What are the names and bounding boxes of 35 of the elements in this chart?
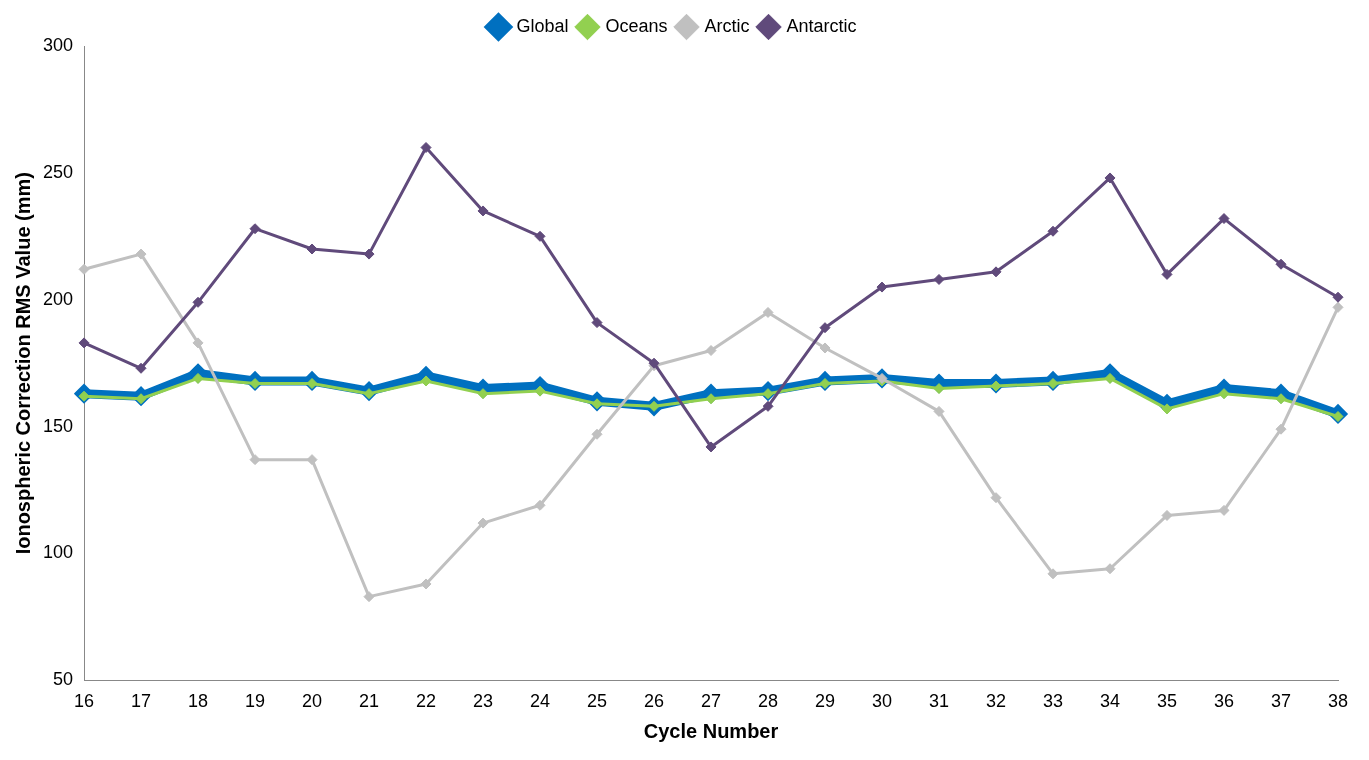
x-tick-label: 36 <box>1213 691 1235 712</box>
x-tick-label: 38 <box>1327 691 1349 712</box>
x-tick-label: 33 <box>1042 691 1064 712</box>
y-tick-label: 50 <box>53 669 74 690</box>
x-tick-label: 22 <box>416 691 437 712</box>
x-tick-label: 17 <box>131 691 152 712</box>
x-tick-label: 30 <box>872 691 893 712</box>
x-axis-title: Cycle Number <box>643 719 779 742</box>
legend-label: Oceans <box>605 15 668 36</box>
x-tick-label: 26 <box>644 691 665 712</box>
x-tick-label: 23 <box>473 691 494 712</box>
x-tick-label: 28 <box>758 691 779 712</box>
x-tick-label: 37 <box>1270 691 1292 712</box>
x-tick-label: 29 <box>815 691 836 712</box>
x-tick-label: 16 <box>74 691 95 712</box>
x-tick-label: 34 <box>1099 691 1121 712</box>
x-tick-label: 27 <box>701 691 722 712</box>
x-tick-label: 35 <box>1156 691 1178 712</box>
x-tick-label: 20 <box>302 691 323 712</box>
y-axis-title: Ionospheric Correction RMS Value (mm) <box>11 172 34 555</box>
y-tick-label: 200 <box>42 288 74 309</box>
legend-label: Arctic <box>704 15 750 36</box>
legend-label: Antarctic <box>786 15 857 36</box>
y-tick-label: 100 <box>42 542 74 563</box>
x-tick-label: 19 <box>245 691 266 712</box>
legend-label: Global <box>516 15 569 36</box>
x-tick-label: 25 <box>587 691 608 712</box>
y-tick-label: 150 <box>42 415 74 436</box>
x-tick-label: 21 <box>359 691 380 712</box>
x-tick-label: 32 <box>985 691 1007 712</box>
x-tick-label: 24 <box>530 691 551 712</box>
x-tick-label: 18 <box>188 691 209 712</box>
x-tick-label: 31 <box>928 691 950 712</box>
y-tick-label: 300 <box>42 34 74 55</box>
y-tick-label: 250 <box>42 161 74 182</box>
